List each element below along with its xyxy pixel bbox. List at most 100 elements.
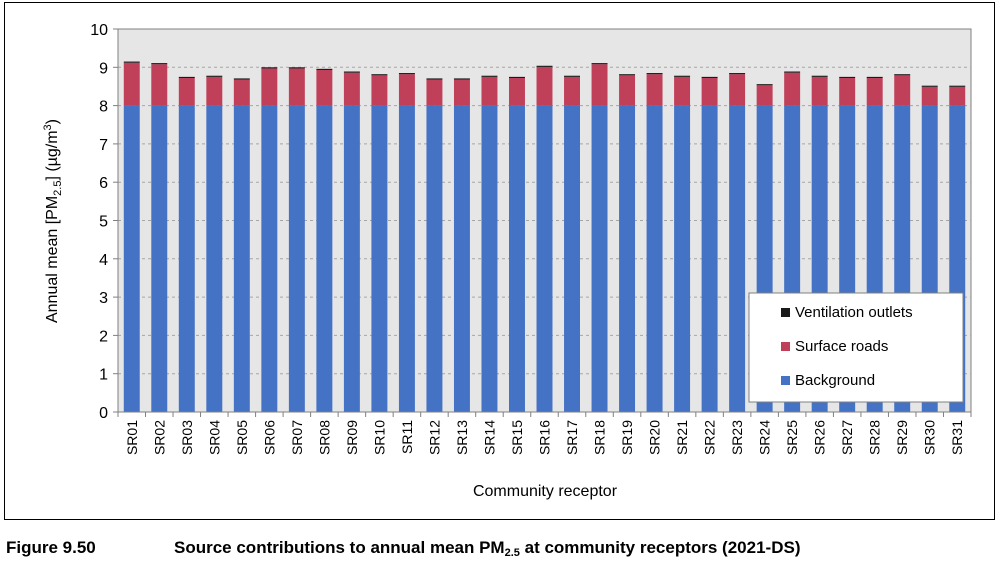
bar-background xyxy=(509,105,525,412)
legend-swatch-background xyxy=(781,376,790,385)
bar-surface-roads xyxy=(646,74,663,106)
legend-swatch-ventilation-outlets xyxy=(781,308,790,317)
bar-ventilation-outlets xyxy=(316,68,333,70)
figure-title-sub: 2.5 xyxy=(504,547,520,559)
x-tick-label: SR01 xyxy=(124,420,140,455)
x-tick-label: SR18 xyxy=(592,420,608,455)
bar-background xyxy=(674,105,691,412)
x-tick-label: SR25 xyxy=(784,420,800,455)
bar-surface-roads xyxy=(536,66,553,106)
bar-ventilation-outlets xyxy=(398,73,415,75)
y-tick-label: 2 xyxy=(99,328,108,345)
bar-ventilation-outlets xyxy=(701,76,718,79)
bar-background xyxy=(729,105,746,412)
bar-background xyxy=(316,105,333,412)
bar-background xyxy=(261,105,278,412)
x-tick-label: SR06 xyxy=(261,420,277,455)
bar-ventilation-outlets xyxy=(206,75,223,77)
bar-background xyxy=(178,105,195,412)
legend-label: Ventilation outlets xyxy=(795,304,913,321)
y-axis-title-sub: 2.5 xyxy=(52,181,64,196)
y-tick-label: 8 xyxy=(99,99,108,116)
bar-background xyxy=(564,105,580,412)
legend-swatch-surface-roads xyxy=(781,342,790,351)
x-tick-label: SR17 xyxy=(564,420,580,455)
bar-surface-roads xyxy=(811,76,828,106)
x-tick-label: SR10 xyxy=(371,420,387,455)
bar-ventilation-outlets xyxy=(811,75,828,77)
bar-ventilation-outlets xyxy=(784,71,801,73)
bar-ventilation-outlets xyxy=(729,73,746,75)
bar-background xyxy=(371,105,388,412)
bar-surface-roads xyxy=(288,68,305,106)
bar-surface-roads xyxy=(178,78,195,106)
x-tick-label: SR16 xyxy=(537,420,553,455)
bar-ventilation-outlets xyxy=(646,73,663,75)
x-tick-label: SR28 xyxy=(867,420,883,455)
bar-surface-roads xyxy=(206,76,223,106)
bar-surface-roads xyxy=(371,75,388,106)
x-tick-label: SR05 xyxy=(234,420,250,455)
bar-ventilation-outlets xyxy=(839,76,856,79)
bar-ventilation-outlets xyxy=(343,71,360,73)
bar-ventilation-outlets xyxy=(426,78,443,80)
bar-surface-roads xyxy=(564,76,580,106)
legend-label: Background xyxy=(795,372,875,389)
bar-surface-roads xyxy=(233,79,250,106)
x-tick-label: SR13 xyxy=(454,420,470,455)
y-axis-title-sup: 3 xyxy=(42,124,54,130)
chart-frame: 0 1 2 3 4 5 6 7 8 9 10 SR01 SR02 SR03 SR04 SR05 SR06 SR0… xyxy=(4,2,995,520)
bar-ventilation-outlets xyxy=(151,63,168,65)
bar-surface-roads xyxy=(426,79,443,106)
bar-surface-roads xyxy=(619,75,636,106)
bar-ventilation-outlets xyxy=(866,76,883,79)
x-tick-label: SR31 xyxy=(949,420,965,455)
bar-surface-roads xyxy=(784,72,801,106)
x-tick-label: SR20 xyxy=(647,420,663,455)
bar-surface-roads xyxy=(949,86,966,106)
bar-surface-roads xyxy=(509,78,525,106)
y-axis-ticks: 0 1 2 3 4 5 6 7 8 9 10 xyxy=(90,22,118,422)
bar-ventilation-outlets xyxy=(591,63,608,65)
bar-ventilation-outlets xyxy=(619,74,636,76)
bar-ventilation-outlets xyxy=(564,75,580,77)
x-axis-title: Community receptor xyxy=(473,483,618,500)
bar-surface-roads xyxy=(866,78,883,106)
bar-surface-roads xyxy=(894,75,911,106)
y-tick-label: 5 xyxy=(99,214,108,231)
y-tick-label: 7 xyxy=(99,137,108,154)
bar-surface-roads xyxy=(674,76,691,106)
bar-background xyxy=(151,105,168,412)
bar-ventilation-outlets xyxy=(894,74,911,76)
bar-ventilation-outlets xyxy=(674,75,691,77)
bar-ventilation-outlets xyxy=(921,85,938,87)
bar-ventilation-outlets xyxy=(481,75,498,77)
x-tick-label: SR22 xyxy=(702,420,718,455)
y-tick-label: 6 xyxy=(99,175,108,192)
bar-surface-roads xyxy=(701,78,718,106)
figure-number: Figure 9.50 xyxy=(6,538,96,557)
x-tick-label: SR07 xyxy=(289,420,305,455)
bar-ventilation-outlets xyxy=(123,61,140,63)
y-tick-label: 3 xyxy=(99,290,108,307)
bar-background xyxy=(701,105,718,412)
bar-ventilation-outlets xyxy=(261,67,278,69)
x-tick-label: SR09 xyxy=(344,420,360,455)
bar-surface-roads xyxy=(591,64,608,106)
bar-ventilation-outlets xyxy=(288,67,305,69)
bar-surface-roads xyxy=(398,74,415,106)
x-axis-ticks: SR01 SR02 SR03 SR04 SR05 SR06 SR07 SR08 SR09 SR10… xyxy=(117,412,972,455)
figure-title: Source contributions to annual mean PM2.… xyxy=(174,538,800,559)
bar-surface-roads xyxy=(151,64,168,106)
bar-ventilation-outlets xyxy=(178,76,195,79)
x-tick-label: SR23 xyxy=(729,420,745,455)
bar-surface-roads xyxy=(343,72,360,106)
bar-surface-roads xyxy=(921,86,938,106)
bar-surface-roads xyxy=(729,74,746,106)
y-tick-label: 1 xyxy=(99,367,108,384)
bar-background xyxy=(233,105,250,412)
y-tick-label: 0 xyxy=(99,405,108,422)
bar-background xyxy=(646,105,663,412)
x-tick-label: SR12 xyxy=(426,420,442,455)
